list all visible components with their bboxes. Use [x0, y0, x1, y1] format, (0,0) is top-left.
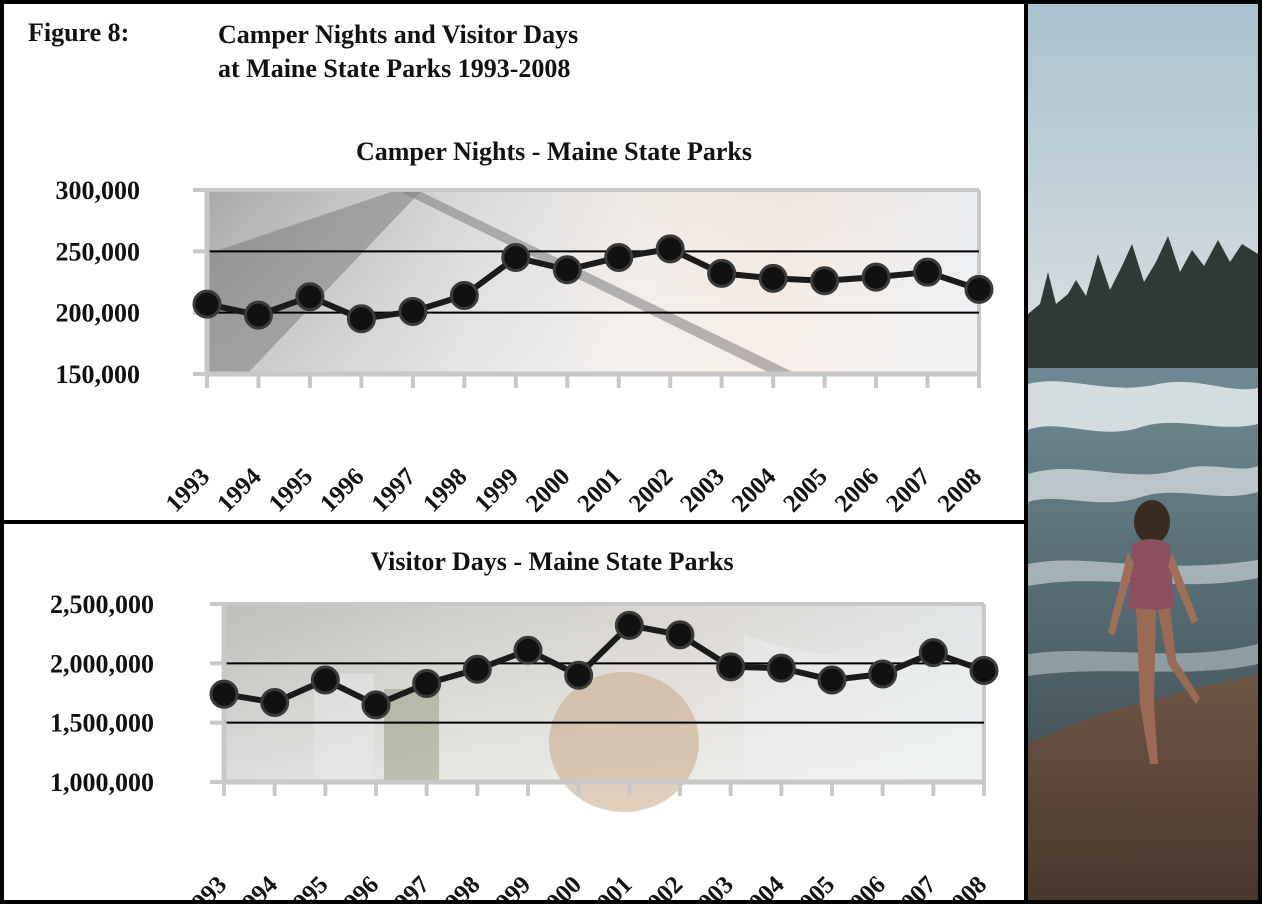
- y-tick-label: 200,000: [56, 299, 141, 328]
- data-point: [964, 274, 994, 304]
- data-point: [810, 266, 840, 296]
- data-point: [243, 300, 273, 330]
- beach-photo: [1024, 0, 1262, 904]
- data-point: [716, 652, 746, 682]
- x-tick-label: 1997: [367, 463, 421, 517]
- x-tick-label: 1995: [279, 871, 333, 900]
- y-tick-label: 2,000,000: [50, 649, 154, 678]
- figure-title-line1: Camper Nights and Visitor Days: [218, 20, 579, 49]
- x-tick-label: 1997: [380, 871, 434, 900]
- y-tick-label: 2,500,000: [50, 590, 154, 619]
- x-tick-label: 2003: [684, 871, 738, 900]
- data-point: [449, 280, 479, 310]
- x-tick-label: 2006: [830, 463, 884, 517]
- data-point: [604, 242, 634, 272]
- visitor-days-chart: Visitor Days - Maine State Parks 1,000,0…: [50, 547, 999, 900]
- data-point: [310, 665, 340, 695]
- data-point: [758, 263, 788, 293]
- data-point: [918, 638, 948, 668]
- x-tick-label: 2003: [675, 463, 729, 517]
- x-tick-label: 1996: [315, 463, 369, 517]
- x-tick-label: 2000: [532, 871, 586, 900]
- chart-title: Visitor Days - Maine State Parks: [370, 547, 733, 576]
- data-point: [861, 262, 891, 292]
- y-tick-label: 150,000: [56, 360, 141, 389]
- figure-title-line2: at Maine State Parks 1993-2008: [218, 54, 571, 83]
- y-tick-label: 250,000: [56, 237, 141, 266]
- series-line: [206, 245, 980, 322]
- data-point: [817, 665, 847, 695]
- data-point: [552, 255, 582, 285]
- data-point: [295, 282, 325, 312]
- plot-background-figure: [549, 672, 699, 812]
- series-line: [223, 622, 985, 708]
- data-point: [766, 653, 796, 683]
- data-point: [412, 669, 442, 699]
- x-tick-label: 1999: [482, 871, 536, 900]
- x-tick-label: 1995: [264, 463, 318, 517]
- x-tick-label: 1999: [470, 463, 524, 517]
- data-point: [655, 234, 685, 264]
- data-point: [913, 257, 943, 287]
- data-point: [501, 242, 531, 272]
- x-tick-label: 2007: [881, 463, 935, 517]
- x-tick-label: 2005: [786, 871, 840, 900]
- data-point: [564, 660, 594, 690]
- x-tick-label: 1998: [431, 871, 485, 900]
- camper-nights-panel: Figure 8: Camper Nights and Visitor Days…: [0, 0, 1028, 524]
- data-point: [398, 296, 428, 326]
- x-tick-label: 1994: [212, 463, 267, 518]
- data-point: [665, 620, 695, 650]
- figure-label: Figure 8:: [28, 18, 130, 47]
- data-point: [969, 655, 999, 685]
- chart-title: Camper Nights - Maine State Parks: [356, 137, 752, 166]
- data-point: [707, 258, 737, 288]
- camper-nights-chart: Camper Nights - Maine State Parks 150,00…: [56, 137, 994, 518]
- x-tick-label: 1996: [330, 871, 384, 900]
- x-tick-label: 2008: [938, 871, 992, 900]
- x-tick-label: 1993: [161, 463, 215, 517]
- x-tick-label: 2004: [727, 463, 782, 518]
- figure-title: Camper Nights and Visitor Days at Maine …: [218, 18, 578, 86]
- x-tick-label: 2004: [735, 871, 790, 900]
- x-tick-label: 2007: [887, 871, 941, 900]
- x-tick-label: 1993: [178, 871, 232, 900]
- plot-background-figure: [384, 689, 439, 782]
- visitor-days-panel: Visitor Days - Maine State Parks 1,000,0…: [0, 520, 1028, 904]
- x-tick-label: 2001: [583, 871, 637, 900]
- x-tick-label: 1998: [418, 463, 472, 517]
- x-tick-label: 2000: [521, 463, 575, 517]
- data-point: [513, 635, 543, 665]
- x-tick-label: 2006: [836, 871, 890, 900]
- x-tick-label: 2005: [778, 463, 832, 517]
- x-tick-label: 2002: [624, 463, 678, 517]
- data-point: [614, 610, 644, 640]
- data-point: [361, 690, 391, 720]
- data-point: [868, 659, 898, 689]
- data-point: [209, 679, 239, 709]
- y-tick-label: 300,000: [56, 176, 141, 205]
- plot-background-stripe: [397, 190, 797, 374]
- data-point: [192, 289, 222, 319]
- x-tick-label: 2001: [573, 463, 627, 517]
- beach-photo-illustration: [1028, 4, 1258, 900]
- x-tick-label: 1994: [228, 871, 283, 900]
- y-tick-label: 1,000,000: [50, 768, 154, 797]
- data-point: [462, 654, 492, 684]
- y-tick-label: 1,500,000: [50, 709, 154, 738]
- x-tick-label: 2002: [634, 871, 688, 900]
- x-tick-label: 2008: [933, 463, 987, 517]
- data-point: [260, 687, 290, 717]
- data-point: [346, 304, 376, 334]
